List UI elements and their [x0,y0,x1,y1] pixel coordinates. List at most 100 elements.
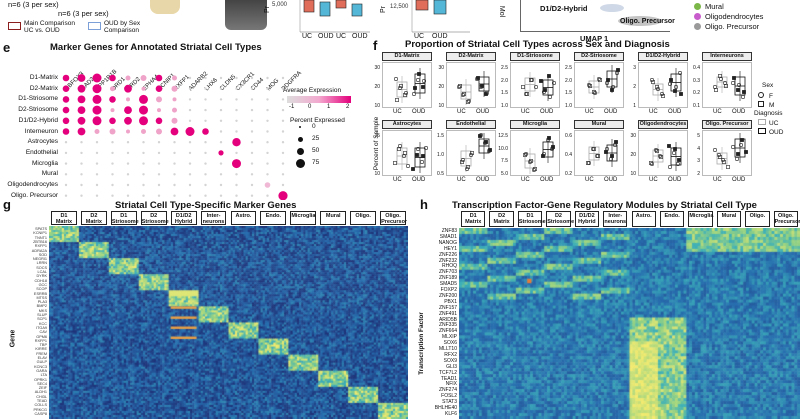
celltype-label: D2-Striosome [18,106,58,114]
point-m [610,154,614,158]
facet-strip: D2-Striosome [574,52,624,61]
dot-kcnip1 [156,128,162,135]
facet-panel [702,62,752,108]
dot-rxfp1 [170,127,179,136]
point-m [421,85,425,89]
column-header: D1 Striosome [517,211,546,227]
facet-tick: 0.6 [565,133,572,139]
f-legend-dx-title: Diagnosis [754,110,783,117]
dot-kcnip1 [157,162,161,165]
point-m [523,153,527,157]
dot-gad2 [80,141,83,144]
point-m [673,89,677,93]
facet-strip: Mural [574,120,624,129]
tf-row-label: TCF7L2 [438,369,457,376]
umap-plot [520,0,670,32]
point-m [458,84,462,88]
point-m [403,151,407,155]
dot-cx3cr1 [235,98,238,101]
point-f [421,78,426,83]
tf-row-label: ZNF232 [438,257,457,264]
celltype-label: Endothelial [25,148,58,156]
dot-pdgfra [281,130,285,133]
point-f [667,81,672,86]
facet-panel [638,130,688,176]
dot-cd44 [250,141,254,144]
panel-h-title: Transcription Factor-Gene Regulatory Mod… [452,200,757,211]
facet-plot [460,132,492,172]
point-f [594,153,599,158]
facet-tick: 2.5 [565,65,572,71]
tf-row-label: FOSL2 [441,393,457,400]
point-f [411,91,416,96]
point-f [547,94,552,99]
facet-tick: 12.5 [498,133,508,139]
facet-xlabel-uc: UC [457,177,466,183]
facet-xlabel-oud: OUD [476,109,490,115]
dot-ppp1r1b [95,151,99,155]
dot-epha4 [142,183,145,187]
dot-epha4 [139,94,148,104]
panel-h-ylabel: Transcription Factor [417,312,425,375]
point-m [484,140,488,144]
dot-drd2 [124,106,132,114]
point-m [529,159,533,163]
point-f [398,85,403,90]
dot-adarb2 [188,141,192,144]
dot-gad2 [80,194,83,197]
gene-label-cd44: CD44 [250,77,266,93]
dot-drd2 [126,151,130,155]
dot-ppp1r1b [92,105,102,115]
box-uc-c [415,0,429,11]
dot-epha4 [139,105,148,115]
dot-adarb2 [188,108,192,112]
point-m [543,88,547,92]
point-m [551,145,555,149]
facet-strip: D1/D2-Hybrid [638,52,688,61]
facet-xlabel-oud: OUD [732,109,746,115]
point-f [461,92,466,97]
box-xlabel-5: UC [414,33,425,40]
box-oud-c [433,0,447,15]
dot-cx3cr1 [235,151,238,155]
dot-rbfox3 [62,117,70,125]
facet-panel [382,130,432,176]
facet-tick: 20 [374,84,380,90]
column-header: Endo. [659,211,685,227]
point-m [547,74,551,78]
box-xlabel-4: OUD [352,33,368,40]
gene-row-label: SOCS [36,265,47,270]
dot-adarb2 [188,194,192,197]
dot-epha4 [142,173,145,176]
legend-sex-swatch [88,22,101,30]
point-f [415,146,420,151]
celltype-label: Microglia [31,159,58,167]
point-m [533,167,537,171]
dot-drd1 [111,173,114,176]
dot-gad2 [80,183,83,187]
dot-drd2 [126,194,130,197]
dot-mog [266,76,269,80]
point-f [655,86,660,91]
square-icon [758,101,764,107]
point-f [419,159,424,164]
point-m [525,92,529,96]
facet-xlabel-oud: OUD [732,177,746,183]
facet-tick: 20 [438,84,444,90]
dot-kcnip1 [155,117,163,125]
panel-g-ylabel: Gene [9,329,17,348]
dot-cx3cr1 [235,119,238,123]
facet-plot [523,136,555,174]
dot-lhx6 [204,151,207,155]
point-f [713,147,718,152]
point-m [667,144,671,148]
dot-cldn5 [219,130,223,133]
dot-mog [266,119,269,123]
point-f [604,146,609,151]
dot-pdgfra [278,191,288,200]
point-f [654,147,659,152]
dot-rxfp1 [173,151,176,155]
point-m [742,90,746,94]
point-m [718,155,722,159]
box-uc-b [335,0,347,9]
